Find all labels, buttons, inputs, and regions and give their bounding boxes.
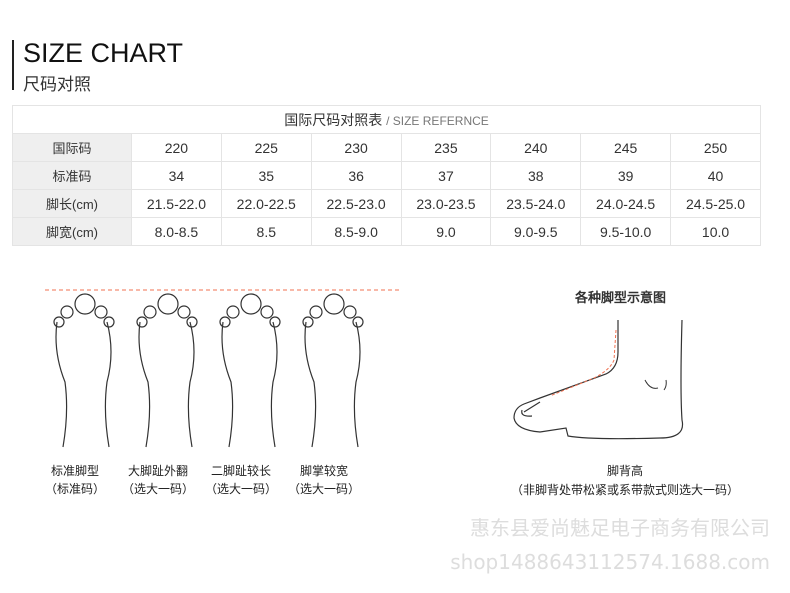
foot-outline-icon — [219, 293, 281, 448]
table-cell: 250 — [670, 133, 761, 162]
foot-type-name: 标准脚型 — [50, 464, 99, 478]
foot-type-note: （选大一码） — [121, 482, 194, 496]
table-cell: 37 — [400, 161, 492, 190]
table-cell: 8.0-8.5 — [131, 217, 222, 246]
table-cell: 39 — [580, 161, 672, 190]
table-cell: 8.5 — [220, 217, 312, 246]
table-row: 脚宽(cm) 8.0-8.5 8.5 8.5-9.0 9.0 9.0-9.5 9.5-10.… — [12, 217, 761, 246]
side-view-note: （非脚背处带松紧或系带款式则选大一码） — [510, 483, 739, 497]
table-cell: 34 — [131, 161, 222, 190]
table-cell: 240 — [490, 133, 582, 162]
size-table: 国际尺码对照表 / SIZE REFERNCE 国际码 220 225 230 235 24… — [12, 105, 761, 246]
row-header: 标准码 — [12, 161, 132, 190]
foot-type-name: 大脚趾外翻 — [127, 464, 188, 478]
table-cell: 245 — [580, 133, 672, 162]
watermark-company: 惠东县爱尚魅足电子商务有限公司 — [470, 516, 770, 540]
table-cell: 38 — [490, 161, 582, 190]
table-cell: 9.0 — [400, 217, 492, 246]
foot-outline-icon — [302, 293, 364, 448]
table-cell: 9.0-9.5 — [490, 217, 582, 246]
foot-type-note: （标准码） — [44, 482, 105, 496]
foot-type-note: （选大一码） — [287, 482, 360, 496]
foot-outline-icon — [53, 293, 115, 448]
table-cell: 23.0-23.5 — [400, 189, 492, 218]
page-title: SIZE CHART — [23, 38, 184, 68]
title-bar — [12, 40, 14, 90]
caption-en: / SIZE REFERNCE — [386, 113, 489, 128]
table-row: 脚长(cm) 21.5-22.0 22.0-22.5 22.5-23.0 23.0-23… — [12, 189, 761, 218]
table-cell: 225 — [220, 133, 312, 162]
table-cell: 23.5-24.0 — [490, 189, 582, 218]
table-cell: 230 — [310, 133, 402, 162]
table-cell: 8.5-9.0 — [310, 217, 402, 246]
table-cell: 9.5-10.0 — [580, 217, 672, 246]
table-cell: 235 — [400, 133, 492, 162]
page-subtitle: 尺码对照 — [23, 75, 91, 95]
foot-type-name: 脚掌较宽 — [299, 464, 348, 478]
foot-type-label: 标准脚型 （标准码） — [30, 462, 120, 498]
table-cell: 40 — [670, 161, 761, 190]
table-row: 国际码 220 225 230 235 240 245 250 — [12, 133, 761, 162]
row-header: 脚宽(cm) — [12, 217, 132, 246]
watermark-shop: shop1488643112574.1688.com — [450, 550, 770, 574]
foot-side-view-icon — [513, 320, 684, 440]
foot-type-label: 二脚趾较长 （选大一码） — [196, 462, 286, 498]
table-cell: 21.5-22.0 — [131, 189, 222, 218]
table-cell: 24.0-24.5 — [580, 189, 672, 218]
foot-type-label: 大脚趾外翻 （选大一码） — [113, 462, 203, 498]
table-cell: 22.5-23.0 — [310, 189, 402, 218]
table-cell: 220 — [131, 133, 222, 162]
table-cell: 10.0 — [670, 217, 761, 246]
table-caption: 国际尺码对照表 / SIZE REFERNCE — [12, 105, 761, 134]
foot-type-note: （选大一码） — [204, 482, 277, 496]
side-view-label: 脚背高 （非脚背处带松紧或系带款式则选大一码） — [490, 462, 760, 500]
side-view-title: 各种脚型示意图 — [575, 291, 667, 306]
foot-outline-icon — [136, 293, 198, 448]
table-cell: 36 — [310, 161, 402, 190]
row-header: 国际码 — [12, 133, 132, 162]
caption-zh: 国际尺码对照表 — [284, 111, 383, 128]
row-header: 脚长(cm) — [12, 189, 132, 218]
table-row: 标准码 34 35 36 37 38 39 40 — [12, 161, 761, 190]
foot-types-illustration — [45, 289, 400, 448]
table-cell: 35 — [220, 161, 312, 190]
side-view-name: 脚背高 — [606, 464, 643, 478]
table-cell: 24.5-25.0 — [670, 189, 761, 218]
foot-type-label: 脚掌较宽 （选大一码） — [279, 462, 369, 498]
table-cell: 22.0-22.5 — [220, 189, 312, 218]
foot-type-name: 二脚趾较长 — [210, 464, 271, 478]
